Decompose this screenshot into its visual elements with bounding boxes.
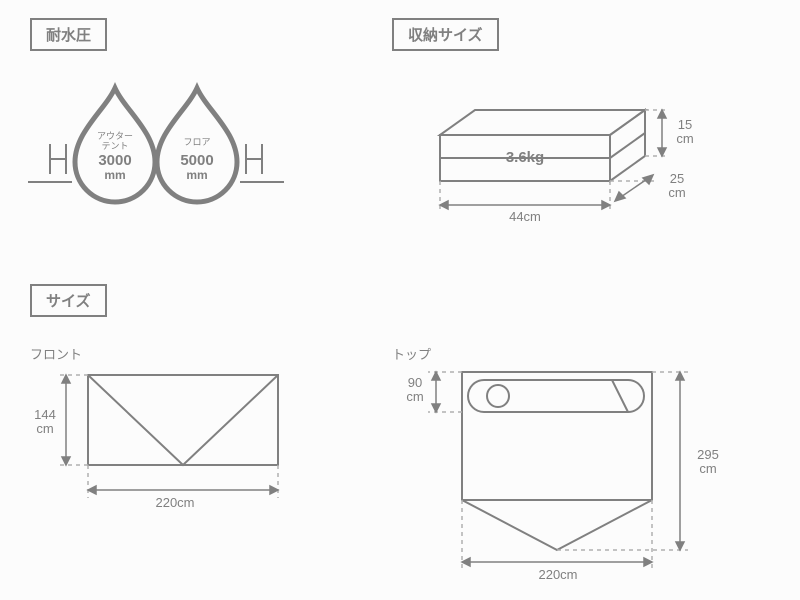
label-waterproof: 耐水圧 (30, 18, 107, 51)
front-height-unit: cm (36, 421, 53, 436)
storage-height: 15 cm (670, 118, 700, 147)
drop1-label2: テント (95, 142, 135, 152)
drop1-unit: mm (90, 169, 140, 182)
top-sleeve-unit: cm (406, 389, 423, 404)
top-sleeve-val: 90 (408, 375, 422, 390)
top-width: 220cm (518, 568, 598, 582)
storage-height-val: 15 (678, 117, 692, 132)
storage-weight: 3.6kg (480, 150, 570, 167)
top-length-unit: cm (699, 461, 716, 476)
top-sleeve: 90 cm (398, 376, 432, 405)
drop2-unit: mm (172, 169, 222, 182)
front-width: 220cm (135, 496, 215, 510)
front-height-val: 144 (34, 407, 56, 422)
storage-depth-unit: cm (668, 185, 685, 200)
storage-width: 44cm (480, 210, 570, 224)
label-storage: 収納サイズ (392, 18, 499, 51)
waterproof-diagram (20, 70, 300, 230)
front-height: 144 cm (28, 408, 62, 437)
top-length: 295 cm (690, 448, 726, 477)
storage-depth-val: 25 (670, 171, 684, 186)
drop2-label1: フロア (177, 138, 217, 148)
storage-depth: 25 cm (662, 172, 692, 201)
storage-height-unit: cm (676, 131, 693, 146)
label-size: サイズ (30, 284, 107, 317)
top-length-val: 295 (697, 447, 719, 462)
